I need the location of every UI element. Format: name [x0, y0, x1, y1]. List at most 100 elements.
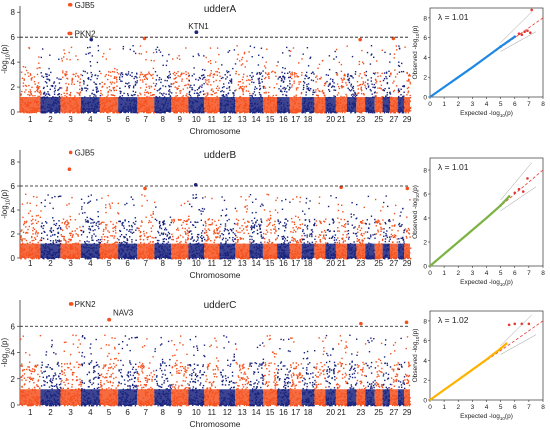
snp-point	[160, 257, 163, 260]
snp-point	[95, 222, 98, 224]
snp-point	[35, 231, 37, 234]
snp-point	[193, 258, 195, 260]
chromosome-band	[249, 97, 263, 112]
snp-point	[85, 90, 88, 92]
snp-point	[126, 202, 128, 205]
snp-point	[394, 69, 396, 71]
snp-point	[81, 206, 83, 208]
snp-point	[166, 242, 168, 245]
snp-point	[141, 221, 143, 223]
snp-point	[187, 257, 189, 260]
snp-point	[113, 111, 116, 114]
chromosome-tick-label: 21	[337, 115, 346, 124]
snp-point	[143, 76, 145, 78]
snp-point	[309, 57, 311, 60]
snp-point	[40, 225, 43, 227]
snp-point	[214, 112, 216, 114]
snp-point	[116, 81, 118, 83]
snp-point	[268, 73, 270, 76]
snp-point	[141, 257, 143, 260]
snp-point	[327, 74, 329, 76]
snp-point	[363, 93, 365, 95]
snp-point	[220, 258, 222, 260]
snp-point	[214, 220, 216, 223]
snp-point	[352, 93, 354, 95]
snp-point	[42, 87, 45, 90]
snp-point	[284, 72, 286, 75]
snp-point	[356, 94, 358, 97]
snp-point	[133, 258, 135, 260]
snp-point	[203, 55, 205, 57]
snp-point	[208, 81, 210, 83]
snp-point	[21, 90, 23, 93]
snp-point	[275, 94, 277, 96]
y-tick-label: 8	[11, 8, 16, 17]
snp-point	[201, 240, 203, 242]
snp-point	[191, 237, 193, 239]
snp-point	[390, 73, 392, 76]
snp-point	[397, 111, 399, 114]
snp-point	[23, 222, 26, 224]
snp-point	[400, 71, 403, 73]
snp-point	[139, 92, 141, 94]
snp-point	[49, 88, 51, 91]
snp-point	[111, 202, 113, 204]
snp-point	[195, 193, 197, 196]
snp-point	[228, 233, 230, 235]
gene-label-gjb5: GJB5	[75, 1, 96, 10]
snp-point	[233, 94, 235, 96]
snp-point	[393, 89, 395, 92]
snp-point	[24, 66, 27, 68]
snp-point	[130, 258, 133, 260]
snp-point	[121, 223, 123, 225]
snp-point	[251, 227, 253, 230]
snp-point	[107, 94, 109, 96]
snp-point	[270, 229, 272, 231]
snp-point	[128, 221, 130, 223]
snp-point	[96, 86, 98, 88]
snp-point	[62, 70, 64, 72]
snp-point	[284, 90, 286, 93]
snp-point	[143, 75, 146, 77]
snp-point	[200, 219, 202, 221]
snp-point	[42, 48, 44, 50]
snp-point	[185, 84, 187, 86]
snp-point	[338, 61, 340, 64]
snp-point	[292, 47, 295, 49]
snp-point	[105, 74, 107, 76]
snp-point	[32, 233, 34, 235]
snp-point	[32, 229, 34, 232]
snp-point	[33, 80, 36, 83]
snp-point	[124, 236, 126, 238]
snp-point	[292, 227, 294, 229]
snp-point	[149, 241, 151, 243]
snp-point	[31, 258, 33, 260]
chromosome-band	[99, 97, 119, 112]
snp-point	[288, 76, 290, 79]
snp-point	[217, 227, 220, 229]
snp-point	[233, 222, 236, 225]
snp-point	[80, 73, 82, 76]
snp-point	[23, 79, 25, 81]
snp-point	[71, 196, 73, 199]
snp-point	[284, 222, 286, 224]
snp-point	[388, 70, 390, 72]
snp-point	[209, 224, 211, 226]
snp-point	[370, 54, 372, 56]
snp-point	[337, 85, 340, 88]
snp-point	[93, 96, 95, 98]
snp-point	[179, 234, 182, 237]
chromosome-band	[346, 97, 357, 112]
snp-point	[177, 227, 179, 229]
snp-point	[127, 94, 129, 97]
y-tick-label: 0	[11, 254, 16, 263]
snp-point	[86, 240, 88, 242]
snp-point	[277, 235, 279, 237]
snp-point	[387, 111, 390, 114]
chromosome-band	[335, 97, 347, 112]
snp-point	[106, 96, 108, 98]
snp-point	[144, 91, 146, 94]
snp-point	[162, 94, 164, 96]
snp-point	[209, 257, 212, 259]
snp-point	[102, 230, 105, 232]
